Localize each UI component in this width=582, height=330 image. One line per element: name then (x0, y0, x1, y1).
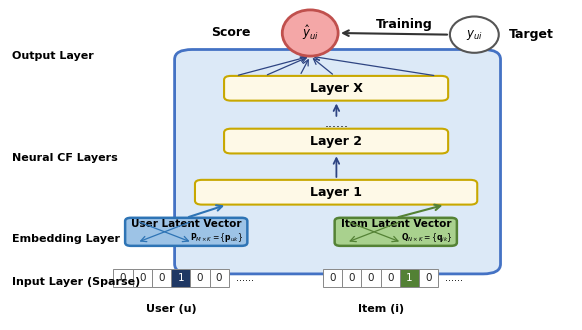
Bar (210, 269, 229, 287)
Bar (342, 269, 361, 287)
Text: 0: 0 (158, 273, 165, 283)
FancyBboxPatch shape (335, 218, 457, 246)
Text: 0: 0 (197, 273, 203, 283)
Text: ......: ...... (445, 273, 463, 283)
Text: Output Layer: Output Layer (12, 51, 93, 61)
Text: 0: 0 (425, 273, 432, 283)
Text: 0: 0 (139, 273, 146, 283)
Text: $\hat{y}_{ui}$: $\hat{y}_{ui}$ (302, 23, 318, 43)
FancyBboxPatch shape (195, 180, 477, 205)
Bar (381, 269, 400, 287)
Text: ......: ...... (236, 273, 254, 283)
Text: $y_{ui}$: $y_{ui}$ (466, 28, 482, 42)
Text: Item Latent Vector: Item Latent Vector (340, 219, 451, 229)
Text: Layer 2: Layer 2 (310, 135, 362, 148)
Bar (190, 269, 210, 287)
Bar (400, 269, 419, 287)
Text: $\mathbf{Q}_{N\times K}=\{\mathbf{q}_{ik}\}$: $\mathbf{Q}_{N\times K}=\{\mathbf{q}_{ik… (400, 231, 452, 244)
FancyBboxPatch shape (224, 76, 448, 101)
FancyBboxPatch shape (125, 218, 247, 246)
Text: 0: 0 (387, 273, 393, 283)
Bar (171, 269, 190, 287)
Text: Input Layer (Sparse): Input Layer (Sparse) (12, 277, 140, 287)
Text: Score: Score (211, 26, 250, 40)
Text: Training: Training (376, 18, 433, 31)
FancyBboxPatch shape (175, 50, 501, 274)
Bar (323, 269, 342, 287)
Text: User (u): User (u) (146, 304, 196, 314)
Bar (419, 269, 438, 287)
Text: 1: 1 (406, 273, 413, 283)
Text: Item (i): Item (i) (357, 304, 404, 314)
Text: Target: Target (509, 28, 554, 41)
Ellipse shape (450, 16, 499, 53)
Bar (133, 269, 152, 287)
Text: 0: 0 (368, 273, 374, 283)
Bar (152, 269, 171, 287)
Ellipse shape (282, 10, 338, 56)
FancyBboxPatch shape (224, 129, 448, 153)
Bar (361, 269, 381, 287)
Bar (113, 269, 133, 287)
Text: Layer X: Layer X (310, 82, 363, 95)
Text: 0: 0 (216, 273, 222, 283)
Text: Neural CF Layers: Neural CF Layers (12, 153, 118, 163)
Text: 0: 0 (120, 273, 126, 283)
Text: 1: 1 (178, 273, 184, 283)
Text: Embedding Layer: Embedding Layer (12, 234, 120, 244)
Text: 0: 0 (349, 273, 355, 283)
Text: ......: ...... (324, 117, 349, 130)
Text: Layer 1: Layer 1 (310, 186, 362, 199)
Text: $\mathbf{P}_{M\times K}=\{\mathbf{p}_{uk}\}$: $\mathbf{P}_{M\times K}=\{\mathbf{p}_{uk… (190, 231, 243, 244)
Text: 0: 0 (329, 273, 336, 283)
Text: User Latent Vector: User Latent Vector (131, 219, 242, 229)
